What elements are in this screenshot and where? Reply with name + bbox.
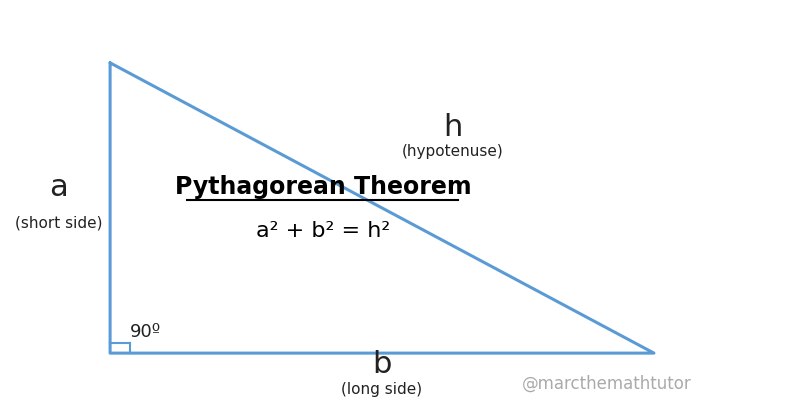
Text: b: b xyxy=(372,349,392,377)
Text: (long side): (long side) xyxy=(342,382,422,396)
Text: @marcthemathtutor: @marcthemathtutor xyxy=(522,374,691,392)
Text: a: a xyxy=(50,172,68,201)
Text: a² + b² = h²: a² + b² = h² xyxy=(256,220,390,240)
Text: 90º: 90º xyxy=(130,322,161,340)
Text: (hypotenuse): (hypotenuse) xyxy=(402,143,504,158)
Text: Pythagorean Theorem: Pythagorean Theorem xyxy=(174,175,471,198)
Text: h: h xyxy=(443,113,462,142)
Text: (short side): (short side) xyxy=(15,215,102,230)
